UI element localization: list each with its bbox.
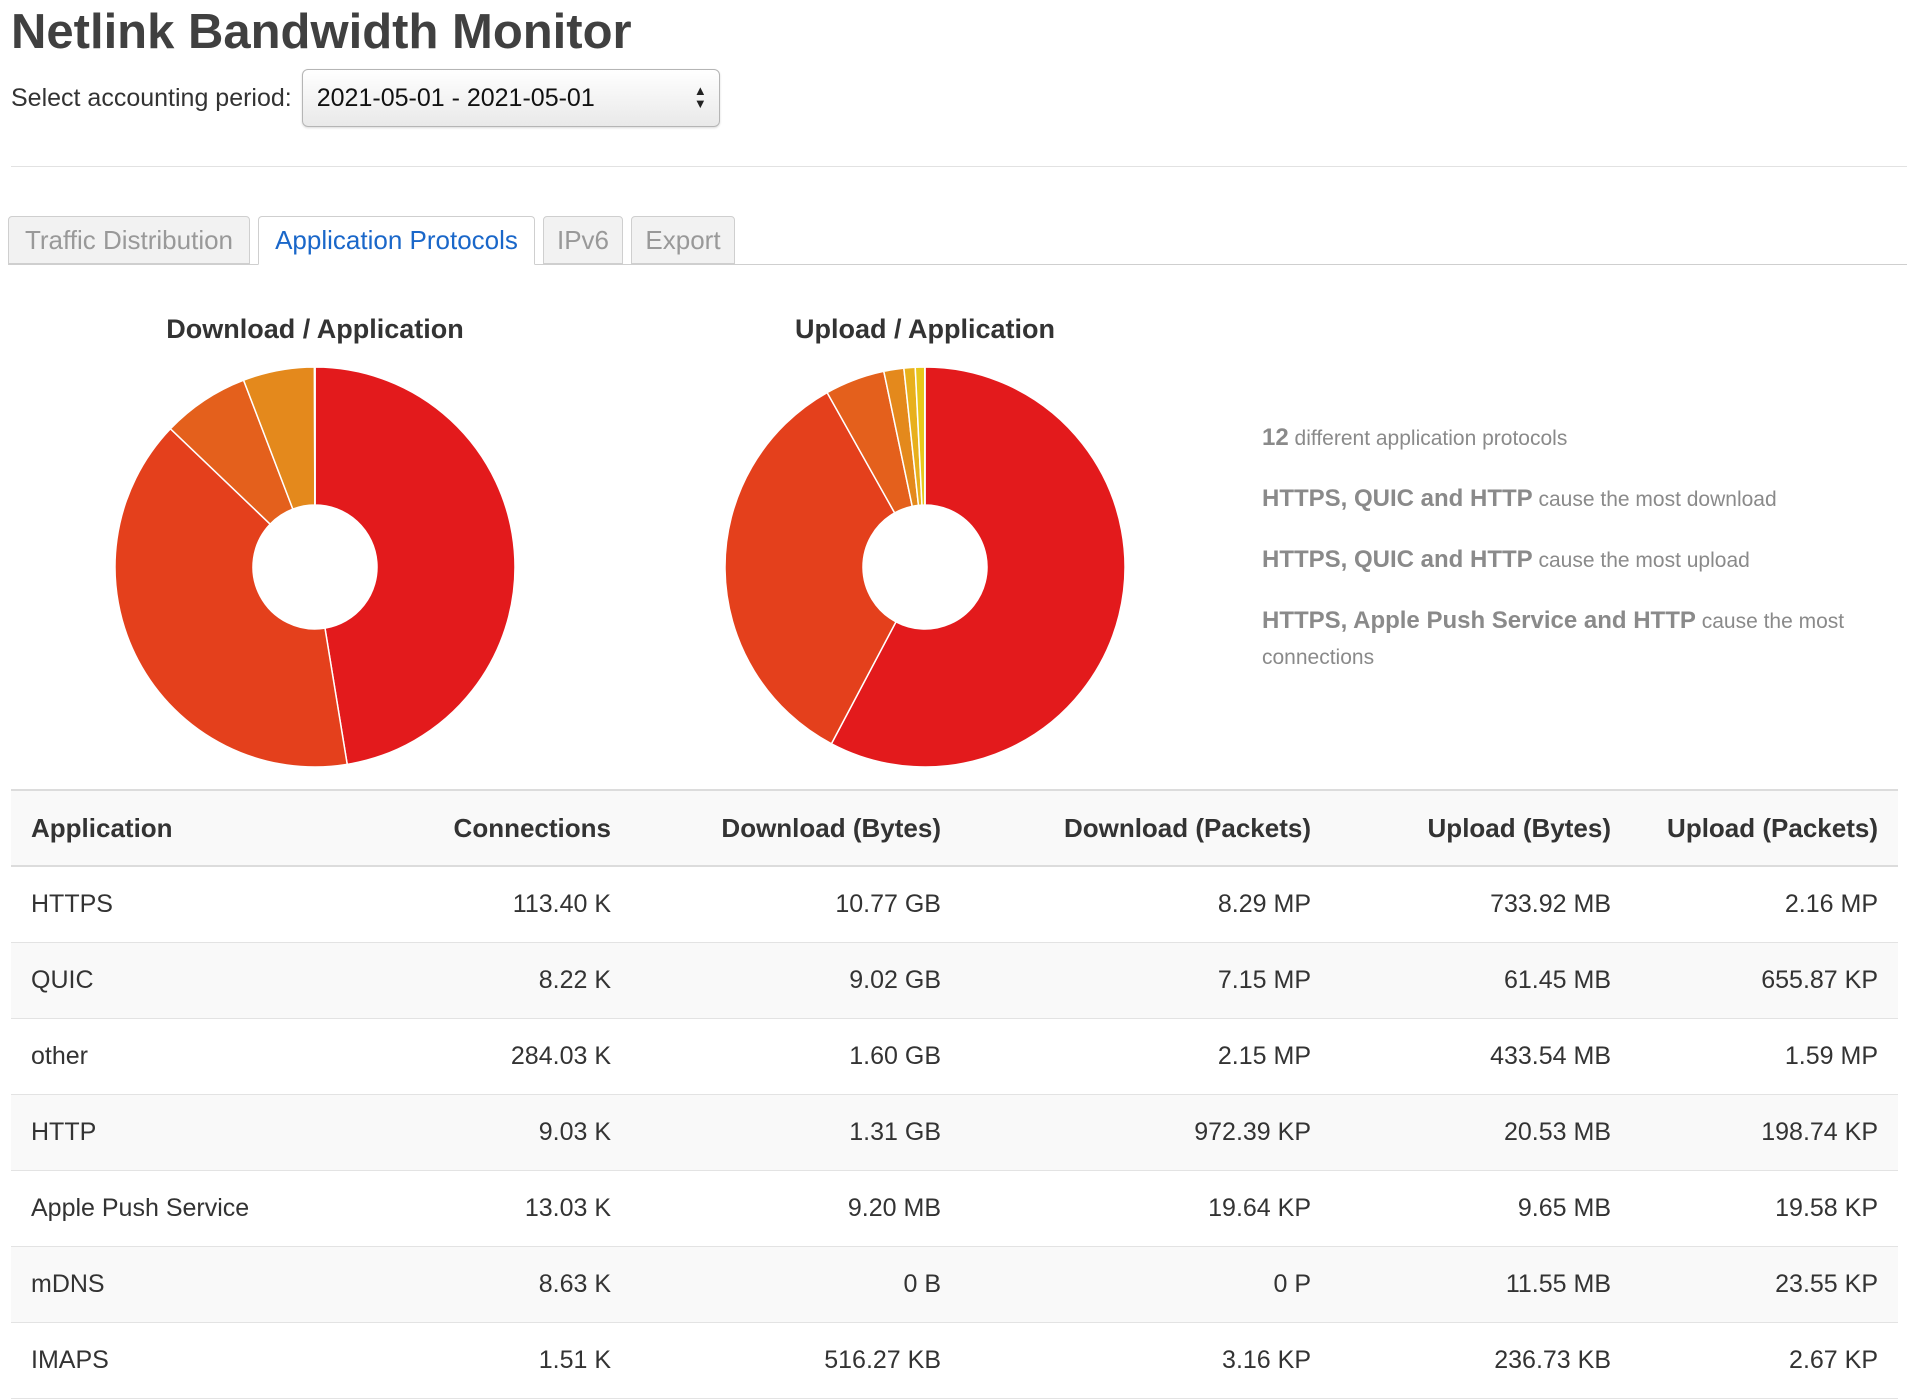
cell-connections: 284.03 K — [321, 1019, 631, 1095]
cell-connections: 8.63 K — [321, 1247, 631, 1323]
cell-connections: 113.40 K — [321, 866, 631, 943]
cell-upload-packets: 19.58 KP — [1631, 1171, 1898, 1247]
cell-application: other — [11, 1019, 321, 1095]
cell-download-bytes: 516.27 KB — [631, 1323, 961, 1399]
download-chart-title: Download / Application — [115, 314, 515, 345]
cell-application: HTTPS — [11, 866, 321, 943]
cell-application: QUIC — [11, 943, 321, 1019]
upload-chart-title: Upload / Application — [725, 314, 1125, 345]
cell-upload-bytes: 433.54 MB — [1331, 1019, 1631, 1095]
col-connections[interactable]: Connections — [321, 790, 631, 866]
cell-upload-bytes: 11.55 MB — [1331, 1247, 1631, 1323]
summary-protocol-count: 12 different application protocols — [1262, 420, 1862, 457]
table-row: IMAPS 1.51 K 516.27 KB 3.16 KP 236.73 KB… — [11, 1323, 1898, 1399]
upload-donut-chart — [725, 367, 1125, 767]
cell-download-packets: 2.15 MP — [961, 1019, 1331, 1095]
cell-connections: 8.22 K — [321, 943, 631, 1019]
header-divider — [11, 166, 1907, 167]
table-row: mDNS 8.63 K 0 B 0 P 11.55 MB 23.55 KP — [11, 1247, 1898, 1323]
cell-download-packets: 0 P — [961, 1247, 1331, 1323]
cell-upload-packets: 655.87 KP — [1631, 943, 1898, 1019]
cell-application: HTTP — [11, 1095, 321, 1171]
cell-application: Apple Push Service — [11, 1171, 321, 1247]
slice-https[interactable] — [315, 367, 515, 764]
summary-top-upload: HTTPS, QUIC and HTTP cause the most uplo… — [1262, 542, 1862, 579]
period-selector-row: Select accounting period: 2021-05-01 - 2… — [11, 68, 720, 128]
col-upload-bytes[interactable]: Upload (Bytes) — [1331, 790, 1631, 866]
cell-upload-packets: 198.74 KP — [1631, 1095, 1898, 1171]
cell-upload-packets: 2.67 KP — [1631, 1323, 1898, 1399]
period-select-value: 2021-05-01 - 2021-05-01 — [317, 84, 595, 113]
cell-download-packets: 19.64 KP — [961, 1171, 1331, 1247]
page-title: Netlink Bandwidth Monitor — [11, 0, 632, 64]
application-table: Application Connections Download (Bytes)… — [11, 789, 1898, 1399]
table-row: HTTPS 113.40 K 10.77 GB 8.29 MP 733.92 M… — [11, 866, 1898, 943]
cell-connections: 1.51 K — [321, 1323, 631, 1399]
summary-panel: 12 different application protocols HTTPS… — [1262, 420, 1862, 700]
table-header-row: Application Connections Download (Bytes)… — [11, 790, 1898, 866]
download-donut-chart — [115, 367, 515, 767]
period-select[interactable]: 2021-05-01 - 2021-05-01 ▲▼ — [302, 69, 720, 127]
cell-download-packets: 972.39 KP — [961, 1095, 1331, 1171]
cell-upload-bytes: 20.53 MB — [1331, 1095, 1631, 1171]
cell-application: mDNS — [11, 1247, 321, 1323]
cell-download-bytes: 9.20 MB — [631, 1171, 961, 1247]
cell-download-packets: 7.15 MP — [961, 943, 1331, 1019]
cell-upload-packets: 23.55 KP — [1631, 1247, 1898, 1323]
cell-download-bytes: 9.02 GB — [631, 943, 961, 1019]
table-row: other 284.03 K 1.60 GB 2.15 MP 433.54 MB… — [11, 1019, 1898, 1095]
cell-download-bytes: 10.77 GB — [631, 866, 961, 943]
cell-upload-packets: 2.16 MP — [1631, 866, 1898, 943]
table-row: HTTP 9.03 K 1.31 GB 972.39 KP 20.53 MB 1… — [11, 1095, 1898, 1171]
select-arrows-icon: ▲▼ — [694, 84, 707, 110]
cell-upload-bytes: 236.73 KB — [1331, 1323, 1631, 1399]
cell-download-packets: 8.29 MP — [961, 866, 1331, 943]
table-row: Apple Push Service 13.03 K 9.20 MB 19.64… — [11, 1171, 1898, 1247]
period-label: Select accounting period: — [11, 84, 292, 113]
tab-traffic-distribution[interactable]: Traffic Distribution — [8, 216, 250, 264]
cell-upload-bytes: 61.45 MB — [1331, 943, 1631, 1019]
tab-ipv6[interactable]: IPv6 — [543, 216, 623, 264]
table-row: QUIC 8.22 K 9.02 GB 7.15 MP 61.45 MB 655… — [11, 943, 1898, 1019]
cell-application: IMAPS — [11, 1323, 321, 1399]
col-application[interactable]: Application — [11, 790, 321, 866]
tab-application-protocols[interactable]: Application Protocols — [258, 216, 535, 265]
col-download-bytes[interactable]: Download (Bytes) — [631, 790, 961, 866]
cell-download-bytes: 0 B — [631, 1247, 961, 1323]
cell-connections: 9.03 K — [321, 1095, 631, 1171]
tab-export[interactable]: Export — [631, 216, 735, 264]
cell-upload-packets: 1.59 MP — [1631, 1019, 1898, 1095]
cell-upload-bytes: 9.65 MB — [1331, 1171, 1631, 1247]
col-upload-packets[interactable]: Upload (Packets) — [1631, 790, 1898, 866]
cell-download-bytes: 1.60 GB — [631, 1019, 961, 1095]
summary-top-connections: HTTPS, Apple Push Service and HTTP cause… — [1262, 603, 1862, 676]
col-download-packets[interactable]: Download (Packets) — [961, 790, 1331, 866]
summary-top-download: HTTPS, QUIC and HTTP cause the most down… — [1262, 481, 1862, 518]
cell-download-bytes: 1.31 GB — [631, 1095, 961, 1171]
cell-upload-bytes: 733.92 MB — [1331, 866, 1631, 943]
cell-download-packets: 3.16 KP — [961, 1323, 1331, 1399]
tab-bar: Traffic Distribution Application Protoco… — [8, 216, 1907, 265]
cell-connections: 13.03 K — [321, 1171, 631, 1247]
